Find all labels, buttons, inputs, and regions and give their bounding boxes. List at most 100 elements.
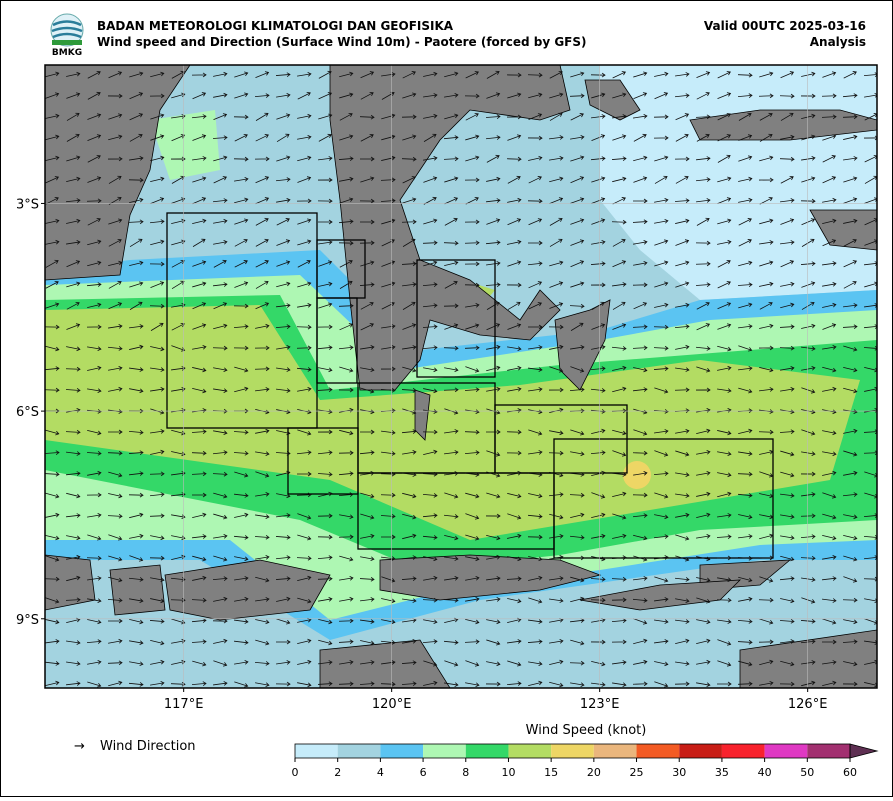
wind-arrow [191, 429, 207, 435]
wind-arrow [674, 387, 690, 393]
wind-arrow [297, 682, 312, 688]
wind-arrow [612, 92, 627, 99]
wind-arrow [192, 344, 207, 350]
wind-arrow [443, 514, 459, 519]
wind-arrow [465, 513, 480, 520]
wind-arrow [65, 198, 81, 203]
wind-arrow [108, 113, 123, 120]
wind-arrow [863, 535, 877, 540]
wind-arrow [443, 387, 459, 393]
wind-arrow [717, 660, 732, 667]
wind-arrow [759, 659, 774, 666]
wind-arrow [549, 639, 564, 644]
wind-arrow [276, 113, 291, 120]
wind-arrow [255, 217, 269, 226]
wind-arrow [87, 365, 102, 371]
wind-arrow [444, 260, 459, 267]
wind-arrow [422, 535, 438, 540]
wind-arrow [338, 387, 354, 393]
wind-arrow [465, 492, 480, 499]
wind-arrow [129, 598, 144, 604]
wind-arrow [129, 113, 144, 121]
wind-arrow [108, 534, 123, 541]
wind-arrow [549, 112, 563, 121]
wind-arrow [717, 71, 731, 79]
wind-arrow [696, 449, 711, 455]
wind-arrow [549, 176, 564, 183]
colorbar-segment [380, 744, 424, 758]
wind-arrow [171, 345, 186, 352]
wind-arrow [570, 345, 585, 350]
wind-arrow [339, 259, 353, 268]
wind-arrow [444, 556, 459, 561]
wind-arrow [800, 555, 816, 561]
wind-arrow [212, 618, 228, 624]
wind-arrow [822, 366, 837, 373]
wind-arrow [822, 218, 837, 225]
wind-arrow [234, 366, 249, 373]
wind-arrow [759, 71, 774, 78]
wind-arrow [255, 451, 270, 456]
wind-arrow [486, 70, 500, 79]
wind-arrow [527, 135, 543, 141]
wind-arrow [150, 176, 165, 183]
wind-arrow [507, 346, 522, 351]
wind-arrow [570, 113, 584, 121]
wind-arrow [654, 555, 669, 560]
wind-arrow [296, 324, 312, 330]
wind-arrow [296, 198, 312, 204]
wind-arrow [612, 450, 627, 457]
wind-arrow [338, 345, 354, 350]
wind-arrow [527, 198, 543, 204]
wind-arrow [864, 659, 877, 665]
wind-arrow [380, 534, 396, 540]
wind-arrow [653, 534, 669, 539]
wind-arrow [780, 302, 795, 309]
wind-arrow [633, 176, 648, 183]
wind-arrow [632, 387, 648, 392]
wind-arrow [486, 365, 501, 372]
wind-arrow [675, 281, 690, 288]
wind-arrow [233, 303, 249, 309]
wind-arrow [107, 346, 123, 351]
wind-arrow [507, 175, 521, 184]
wind-arrow [45, 134, 60, 141]
wind-arrow [212, 135, 228, 141]
wind-arrow [654, 92, 669, 100]
wind-arrow [570, 218, 585, 225]
wind-arrow [129, 197, 144, 203]
wind-arrow [549, 302, 564, 309]
wind-arrow [675, 239, 690, 246]
wind-arrow [318, 92, 333, 100]
wind-arrow [717, 239, 732, 245]
wind-arrow [717, 345, 732, 352]
wind-arrow [717, 281, 731, 289]
wind-arrow [275, 535, 291, 540]
wind-arrow [87, 388, 102, 393]
wind-arrow [129, 533, 144, 539]
wind-arrow [191, 114, 207, 119]
wind-arrow [45, 429, 60, 436]
wind-arrow [213, 259, 227, 268]
wind-arrow [360, 660, 375, 665]
wind-arrow [339, 596, 354, 602]
wind-arrow [675, 598, 690, 604]
wind-arrow [213, 92, 228, 98]
wind-arrow [86, 555, 102, 561]
wind-arrow [843, 366, 858, 373]
wind-arrow [108, 555, 123, 562]
wind-arrow [192, 156, 207, 161]
wind-arrow [255, 71, 270, 78]
wind-arrow [780, 175, 794, 184]
wind-arrow [66, 92, 81, 99]
wind-arrow [780, 387, 795, 392]
wind-arrow [338, 639, 354, 645]
wind-arrow [569, 492, 585, 498]
wind-arrow [485, 135, 501, 140]
wind-arrow [317, 198, 333, 204]
wind-arrow [297, 575, 312, 582]
wind-arrow [402, 176, 416, 184]
wind-arrow [213, 492, 228, 499]
wind-arrow [759, 618, 774, 625]
wind-arrow [801, 71, 816, 77]
